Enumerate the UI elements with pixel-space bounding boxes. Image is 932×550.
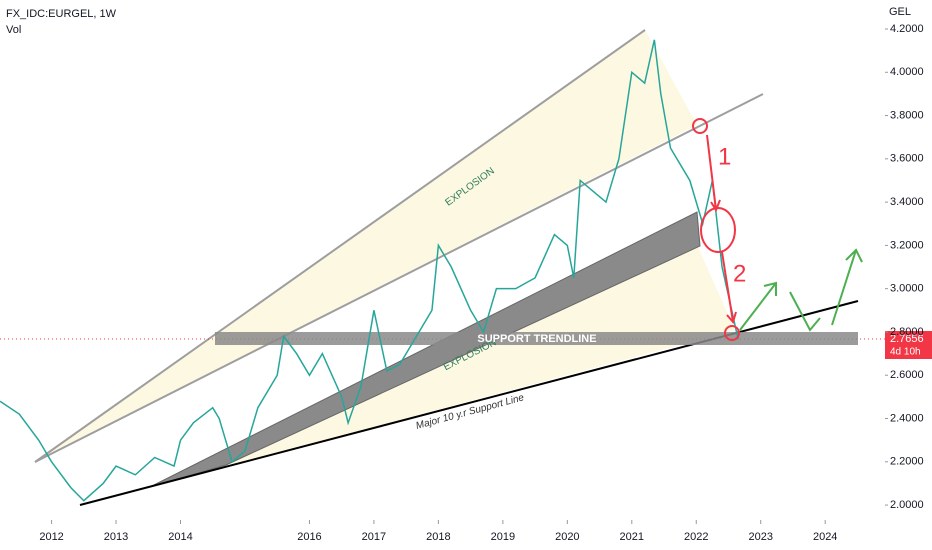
x-tick-label: 2012 bbox=[39, 531, 63, 543]
explosion-zone bbox=[35, 30, 697, 462]
x-tick-label: 2022 bbox=[684, 531, 708, 543]
y-tick-label: 4.0000 bbox=[890, 66, 924, 78]
annotation: 2 bbox=[733, 260, 746, 287]
y-tick-label: 2.4000 bbox=[890, 412, 924, 424]
hand-drawings bbox=[692, 118, 863, 341]
y-tick-label: 4.2000 bbox=[890, 23, 924, 35]
y-tick-label: 3.4000 bbox=[890, 196, 924, 208]
y-tick-label: 3.2000 bbox=[890, 239, 924, 251]
x-tick-label: 2020 bbox=[555, 531, 579, 543]
y-tick-label: 2.6000 bbox=[890, 369, 924, 381]
trend-line bbox=[34, 93, 764, 463]
x-tick-label: 2013 bbox=[104, 531, 128, 543]
arrow bbox=[706, 134, 737, 325]
trend-line bbox=[34, 29, 646, 463]
x-tick-label: 2021 bbox=[620, 531, 644, 543]
x-tick-label: 2014 bbox=[168, 531, 192, 543]
x-tick-label: 2018 bbox=[426, 531, 450, 543]
arrow bbox=[739, 248, 863, 332]
currency: GEL bbox=[889, 6, 911, 18]
price-line bbox=[0, 39, 739, 502]
volume-label: Vol bbox=[6, 24, 21, 36]
support-zone bbox=[215, 332, 858, 345]
y-tick-label: 3.6000 bbox=[890, 153, 924, 165]
y-tick-label: 3.8000 bbox=[890, 109, 924, 121]
circle-mark bbox=[724, 325, 740, 341]
x-tick-label: 2017 bbox=[362, 531, 386, 543]
countdown: 4d 10h bbox=[890, 347, 921, 358]
symbol: FX_IDC:EURGEL, 1W bbox=[6, 8, 117, 20]
x-tick-label: 2023 bbox=[748, 531, 772, 543]
circle-mark bbox=[700, 207, 736, 253]
y-tick-label: 2.0000 bbox=[890, 499, 924, 511]
x-tick-label: 2024 bbox=[813, 531, 837, 543]
y-tick-label: 2.8000 bbox=[890, 326, 924, 338]
annotation: 1 bbox=[718, 143, 731, 170]
drawings bbox=[0, 29, 885, 506]
price-label: 2.7656 bbox=[890, 333, 924, 345]
y-tick-label: 2.2000 bbox=[890, 456, 924, 468]
circle-mark bbox=[692, 118, 708, 134]
x-tick-label: 2019 bbox=[491, 531, 515, 543]
price-tag bbox=[885, 331, 932, 359]
plot bbox=[0, 39, 739, 502]
x-tick-label: 2016 bbox=[297, 531, 321, 543]
y-tick-label: 3.0000 bbox=[890, 283, 924, 295]
annotation: SUPPORT TRENDLINE bbox=[477, 333, 596, 345]
